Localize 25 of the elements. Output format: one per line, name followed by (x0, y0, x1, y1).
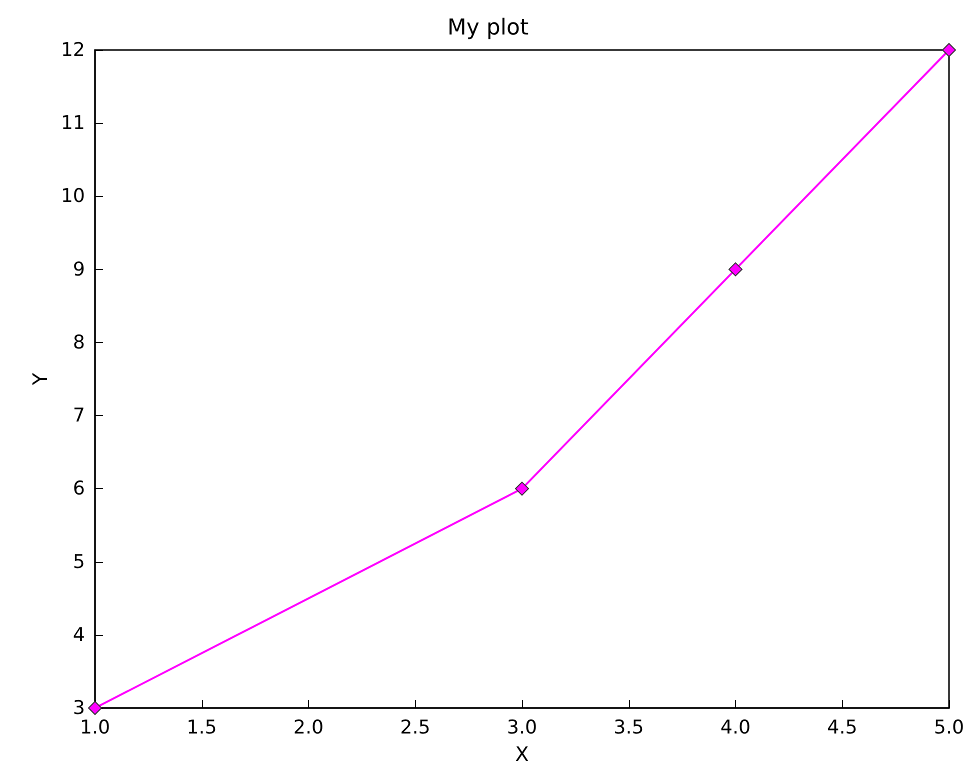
y-tick-label: 6 (72, 478, 85, 500)
y-tick-label: 4 (72, 624, 85, 646)
x-tick-label: 1.0 (80, 716, 110, 738)
x-tick-label: 4.0 (720, 716, 751, 738)
x-tick-label: 1.5 (186, 716, 217, 738)
y-tick-label: 8 (72, 331, 85, 354)
point (728, 262, 742, 276)
x-tick-label: 5.0 (934, 716, 964, 738)
y-tick-label: 12 (60, 39, 85, 61)
x-tick-label: 4.5 (827, 716, 858, 738)
y-tick-label: 11 (60, 112, 85, 134)
y-tick-label: 3 (72, 697, 85, 719)
y-tick-label: 10 (60, 185, 85, 208)
y-tick-label: 9 (72, 258, 85, 280)
x-tick-label: 2.0 (293, 716, 324, 738)
y-axis-title: Y (28, 372, 52, 386)
x-tick-label: 3.0 (506, 716, 538, 738)
point (515, 482, 529, 496)
point (942, 43, 956, 57)
x-axis-title: X (515, 742, 530, 766)
y-tick-label: 7 (72, 404, 85, 427)
x-tick-label: 2.5 (400, 716, 430, 738)
x-tick-label: 3.5 (614, 716, 644, 738)
chart-title: My plot (447, 16, 529, 40)
y-tick-label: 5 (72, 550, 85, 573)
